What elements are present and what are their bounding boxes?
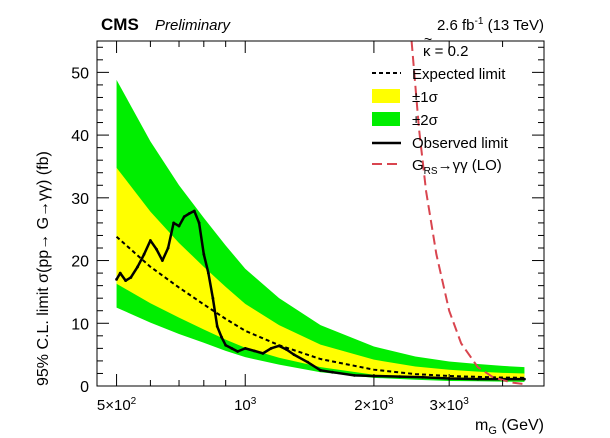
- observed-point: [215, 325, 219, 328]
- observed-point: [115, 277, 118, 281]
- x-tick-exponent: 3: [251, 396, 257, 407]
- observed-point: [118, 271, 122, 275]
- y-tick-label: 20: [71, 254, 89, 271]
- observed-point: [136, 265, 140, 269]
- observed-point: [166, 246, 170, 250]
- legend-signal-post: →γγ (LO): [438, 157, 502, 174]
- x-tick-label: 2×103: [354, 396, 394, 414]
- observed-point: [177, 224, 181, 228]
- observed-point: [319, 368, 322, 372]
- observed-limit-line: [115, 209, 525, 381]
- observed-point: [331, 370, 334, 374]
- y-axis-label: 95% C.L. limit σ(pp→ G→γγ) (fb): [35, 151, 52, 386]
- legend-signal-pre: G: [412, 157, 424, 174]
- observed-point: [269, 346, 273, 350]
- lumi-prefix: 2.6 fb: [437, 17, 475, 34]
- legend-observed-label: Observed limit: [412, 135, 509, 152]
- observed-point: [523, 377, 526, 381]
- x-tick-exponent: 3: [463, 396, 469, 407]
- observed-point: [252, 349, 256, 353]
- legend-band2-swatch: [372, 112, 400, 126]
- lumi-exponent: -1: [475, 16, 484, 27]
- observed-point: [187, 212, 191, 215]
- plot-content: [115, 41, 526, 386]
- plot-frame: [96, 40, 545, 387]
- observed-point: [285, 348, 289, 352]
- observed-point: [129, 276, 133, 279]
- observed-point: [236, 350, 240, 353]
- legend-signal-sub: RS: [424, 166, 438, 177]
- x-tick-base: 2×10: [354, 397, 388, 414]
- x-tick-exponent: 3: [388, 396, 394, 407]
- y-tick-label: 40: [71, 128, 89, 145]
- status-label: Preliminary: [155, 17, 232, 34]
- legend-band2-label: ±2σ: [412, 112, 439, 129]
- signal-curve: [410, 41, 525, 386]
- observed-point: [292, 353, 296, 357]
- x-tick-exponent: 2: [131, 396, 137, 407]
- observed-point: [476, 377, 480, 381]
- experiment-label: CMS: [101, 15, 139, 34]
- legend-header: κ = 0.2: [423, 43, 468, 60]
- observed-point: [172, 221, 176, 225]
- observed-point: [149, 239, 152, 242]
- observed-point: [277, 344, 281, 348]
- lumi-suffix: (13 TeV): [483, 17, 544, 34]
- legend-expected-label: Expected limit: [412, 66, 506, 83]
- observed-point: [224, 343, 228, 347]
- legend-band1-label: ±1σ: [412, 89, 439, 106]
- x-axis-label-unit: (GeV): [497, 417, 544, 434]
- x-axis-label-sub: G: [488, 425, 497, 437]
- x-tick-base: 10: [234, 397, 251, 414]
- observed-point: [160, 259, 164, 262]
- legend: ~ κ = 0.2 Expected limit ±1σ ±2σ Observe…: [372, 31, 509, 177]
- x-axis-label: mG (GeV): [475, 417, 544, 437]
- y-tick-label: 30: [71, 191, 89, 208]
- observed-point: [182, 215, 186, 219]
- observed-point: [197, 221, 201, 225]
- observed-point: [230, 346, 234, 350]
- observed-point: [243, 346, 247, 350]
- observed-point: [220, 335, 223, 339]
- observed-point: [206, 271, 210, 275]
- legend-signal-label: GRS→γγ (LO): [412, 157, 502, 177]
- observed-point: [306, 360, 310, 364]
- y-tick-label: 0: [80, 379, 89, 396]
- y-tick-label: 50: [71, 65, 89, 82]
- observed-point: [192, 209, 196, 213]
- observed-point: [124, 279, 128, 283]
- legend-kappa-tilde: ~: [424, 31, 432, 47]
- legend-band1-swatch: [372, 89, 400, 103]
- y-tick-label: 10: [71, 316, 89, 333]
- observed-point: [352, 373, 356, 377]
- lumi-label: 2.6 fb-1 (13 TeV): [437, 16, 544, 34]
- observed-point: [398, 375, 402, 378]
- observed-point: [261, 351, 265, 355]
- x-tick-base: 5×10: [97, 397, 131, 414]
- observed-point: [211, 296, 215, 300]
- observed-point: [421, 375, 425, 379]
- x-axis-label-main: m: [475, 417, 488, 434]
- x-tick-label: 3×103: [429, 396, 469, 414]
- observed-point: [142, 252, 146, 256]
- observed-point: [202, 252, 206, 256]
- observed-point: [155, 247, 158, 251]
- x-tick-label: 103: [234, 396, 257, 414]
- expected-limit-line: [115, 235, 525, 379]
- x-tick-label: 5×102: [97, 396, 137, 414]
- x-tick-base: 3×10: [429, 397, 463, 414]
